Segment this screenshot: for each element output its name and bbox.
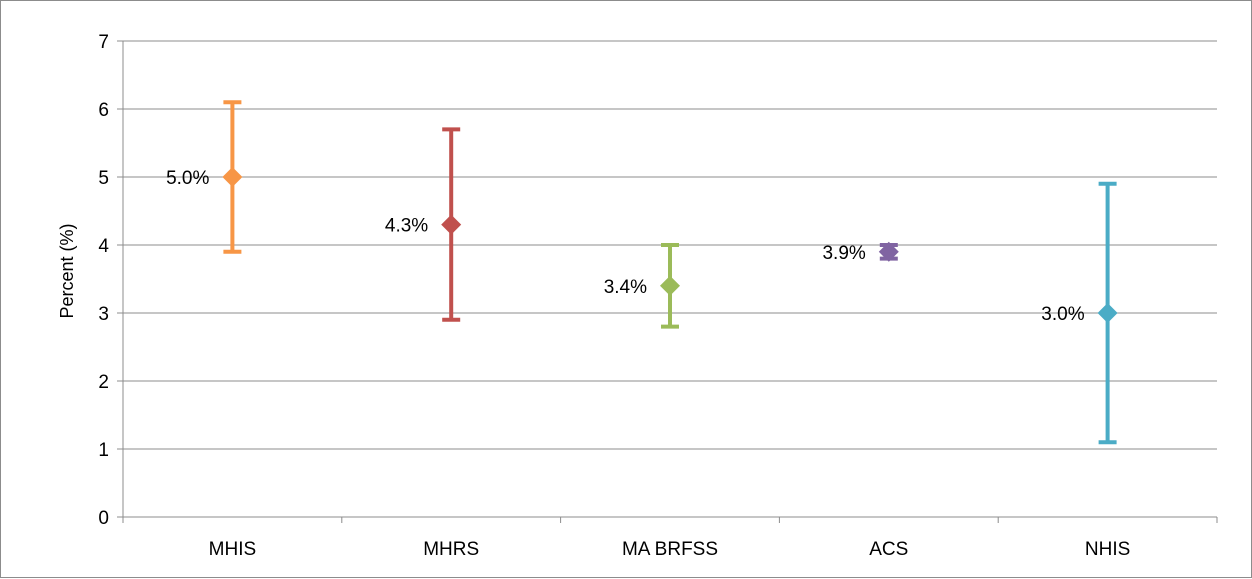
axes: 0 1 2 3 4 5 6 7 MHIS MHRS MA BRFSS ACS NHIS xyxy=(98,32,1218,560)
x-tick-label: MA BRFSS xyxy=(622,539,718,560)
series-point-group: 3.9% xyxy=(822,241,899,264)
series-point-group: 5.0% xyxy=(166,100,243,254)
x-tick-label: MHRS xyxy=(423,539,479,560)
data-label: 5.0% xyxy=(166,168,209,189)
data-label: 3.4% xyxy=(604,277,647,298)
series-point-group: 3.0% xyxy=(1041,181,1118,445)
data-series: 5.0% 4.3% 3.4% 3.9% 3.0% xyxy=(166,100,1118,445)
data-label: 3.0% xyxy=(1041,304,1084,325)
y-axis-title: Percent (%) xyxy=(57,223,77,318)
x-tick-label: ACS xyxy=(869,539,908,560)
x-tick-label: NHIS xyxy=(1085,539,1130,560)
data-label: 4.3% xyxy=(385,216,428,237)
diamond-marker xyxy=(441,214,462,235)
diamond-marker xyxy=(1097,303,1118,323)
y-tick-label: 7 xyxy=(98,32,109,53)
y-tick-label: 5 xyxy=(98,168,109,189)
series-point-group: 4.3% xyxy=(385,127,462,322)
diamond-marker xyxy=(878,241,899,262)
diamond-marker xyxy=(660,275,680,296)
y-tick-label: 3 xyxy=(98,304,109,325)
y-tick-label: 6 xyxy=(98,100,109,121)
series-point-group: 3.4% xyxy=(604,243,680,329)
y-tick-label: 2 xyxy=(98,372,109,393)
x-tick-label: MHIS xyxy=(209,539,257,560)
y-tick-label: 1 xyxy=(98,440,109,461)
y-tick-label: 4 xyxy=(98,236,109,257)
diamond-marker xyxy=(222,167,243,187)
y-tick-label: 0 xyxy=(98,508,109,529)
data-label: 3.9% xyxy=(822,243,865,264)
